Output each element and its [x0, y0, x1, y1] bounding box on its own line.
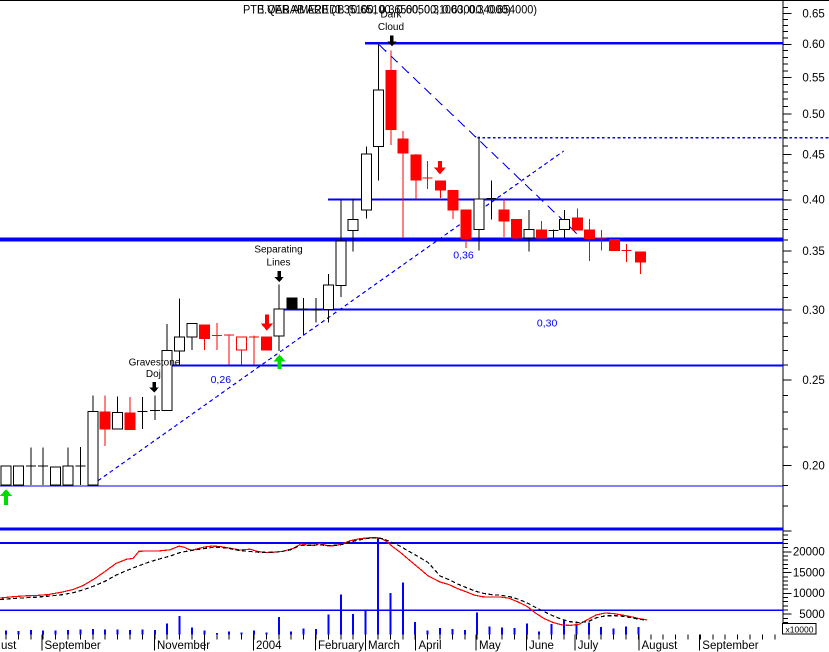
svg-text:Separating: Separating — [254, 245, 302, 256]
svg-text:0.30: 0.30 — [802, 305, 824, 317]
svg-text:Doji: Doji — [146, 369, 163, 380]
svg-text:Gravestone: Gravestone — [129, 357, 181, 368]
svg-text:0.40: 0.40 — [802, 195, 824, 207]
svg-text:July: July — [578, 640, 599, 652]
svg-text:February: February — [318, 640, 364, 652]
svg-text:April: April — [419, 640, 442, 652]
svg-text:August: August — [642, 640, 679, 652]
svg-text:Lines: Lines — [267, 258, 291, 269]
svg-text:March: March — [368, 640, 400, 652]
svg-text:2004: 2004 — [256, 640, 282, 652]
svg-text:20000: 20000 — [793, 547, 825, 559]
svg-text:Cloud: Cloud — [378, 22, 404, 33]
svg-text:0.60: 0.60 — [802, 39, 824, 51]
svg-text:November: November — [157, 640, 210, 652]
svg-text:0,36: 0,36 — [453, 250, 474, 262]
svg-text:E.QAB AME2B (0.35100, 0.36500,: E.QAB AME2B (0.35100, 0.36500, 0.31000, … — [257, 2, 511, 16]
svg-text:June: June — [529, 640, 554, 652]
svg-text:September: September — [702, 640, 758, 652]
svg-text:September: September — [45, 640, 101, 652]
svg-text:ust: ust — [1, 640, 17, 652]
svg-text:0.20: 0.20 — [802, 460, 824, 472]
svg-text:10000: 10000 — [793, 588, 825, 600]
svg-text:15000: 15000 — [793, 567, 825, 579]
svg-text:0.55: 0.55 — [802, 73, 824, 85]
svg-text:0.50: 0.50 — [802, 109, 824, 121]
svg-text:0.35: 0.35 — [802, 246, 824, 258]
svg-text:0.45: 0.45 — [802, 149, 824, 161]
svg-text:5000: 5000 — [799, 609, 825, 621]
svg-text:0,30: 0,30 — [537, 317, 558, 329]
svg-text:x10000: x10000 — [786, 624, 814, 634]
svg-text:0.65: 0.65 — [802, 8, 824, 20]
svg-text:0,26: 0,26 — [211, 374, 232, 386]
svg-text:May: May — [479, 640, 501, 652]
svg-text:0.25: 0.25 — [802, 375, 824, 387]
svg-text:Dark: Dark — [380, 10, 402, 21]
svg-text:PTB VERAB AREDB (0.65100, 0.60: PTB VERAB AREDB (0.65100, 0.60500, 0.630… — [243, 2, 537, 16]
